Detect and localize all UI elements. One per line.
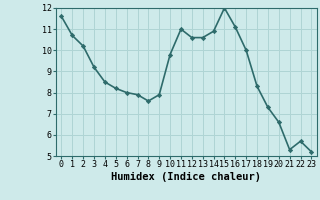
X-axis label: Humidex (Indice chaleur): Humidex (Indice chaleur) — [111, 172, 261, 182]
